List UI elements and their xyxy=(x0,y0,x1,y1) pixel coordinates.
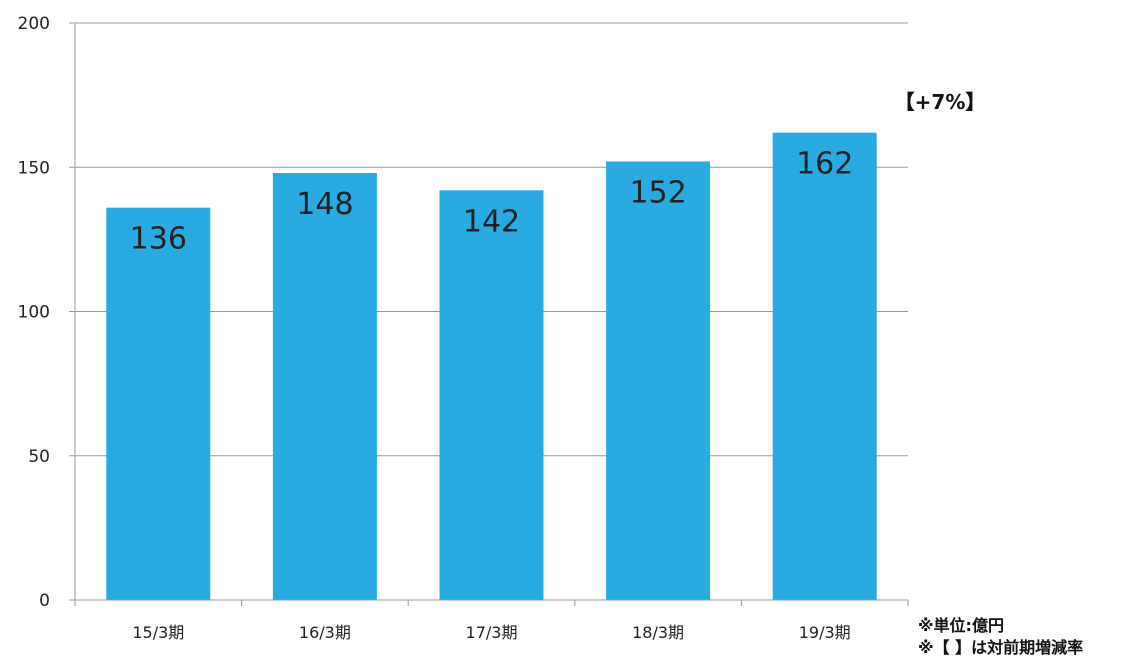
x-tick-label: 19/3期 xyxy=(799,623,851,642)
data-label: 136 xyxy=(130,222,187,257)
data-labels: 136 148 142 152 162 xyxy=(130,147,854,257)
bar xyxy=(272,173,377,600)
gridlines xyxy=(69,22,908,601)
y-tick-label: 50 xyxy=(28,447,50,467)
bar xyxy=(606,161,711,601)
x-tick-label: 15/3期 xyxy=(132,623,184,642)
x-tick-label: 18/3期 xyxy=(632,623,684,642)
bars xyxy=(106,132,877,601)
y-tick-label: 0 xyxy=(39,591,50,611)
data-label: 162 xyxy=(796,147,853,182)
data-label: 142 xyxy=(463,204,520,239)
unit-note: ※単位:億円 xyxy=(918,616,1004,635)
bar xyxy=(439,190,544,600)
data-label: 152 xyxy=(629,175,686,210)
y-tick-label: 200 xyxy=(18,14,50,34)
data-label: 148 xyxy=(296,187,353,222)
bar xyxy=(772,132,877,600)
y-tick-label: 100 xyxy=(18,303,50,323)
x-tick-label: 17/3期 xyxy=(466,623,518,642)
x-axis: 15/3期 16/3期 17/3期 18/3期 19/3期 xyxy=(74,599,909,642)
bracket-note: ※【 】は対前期増減率 xyxy=(918,638,1084,657)
bar xyxy=(106,207,211,600)
x-tick-label: 16/3期 xyxy=(299,623,351,642)
growth-annotation: 【+7%】 xyxy=(895,90,986,114)
y-axis-tick-labels: 0 50 100 150 200 xyxy=(18,14,50,611)
y-tick-label: 150 xyxy=(18,158,50,178)
